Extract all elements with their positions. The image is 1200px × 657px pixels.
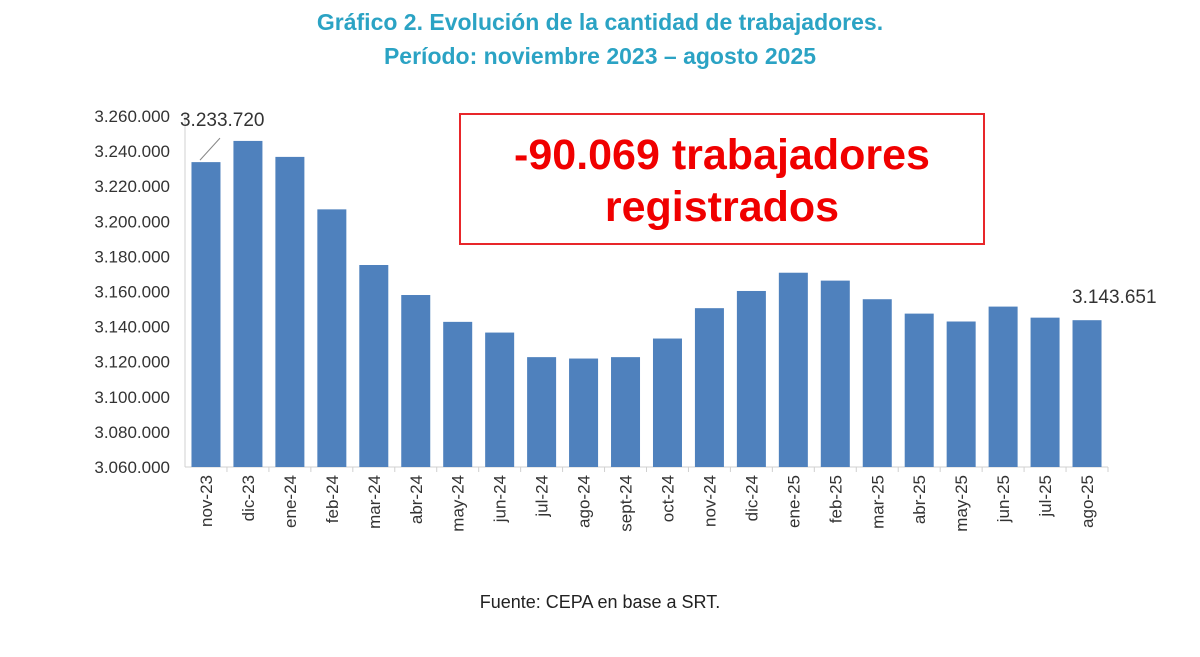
bar-jun-24 (485, 332, 515, 467)
bar-oct-24 (652, 338, 682, 467)
x-tick-label: feb-25 (826, 475, 845, 523)
x-tick-label: ago-25 (1078, 475, 1097, 528)
bar-ene-24 (275, 156, 305, 468)
bar-ago-25 (1072, 320, 1102, 467)
x-tick-label: oct-24 (658, 475, 677, 522)
x-tick-label: dic-23 (239, 475, 258, 521)
bar-nov-24 (694, 308, 724, 467)
y-tick-label: 3.180.000 (94, 247, 170, 266)
bar-dic-23 (233, 140, 263, 467)
bar-abr-25 (904, 313, 934, 467)
data-label: 3.143.651 (1072, 287, 1157, 308)
x-tick-label: jun-25 (994, 475, 1013, 523)
x-tick-label: dic-24 (742, 475, 761, 521)
source-note: Fuente: CEPA en base a SRT. (479, 592, 721, 612)
callout-line1: -90.069 trabajadores (514, 131, 930, 179)
y-tick-label: 3.100.000 (94, 388, 170, 407)
chart-title: Gráfico 2. Evolución de la cantidad de t… (316, 9, 884, 35)
x-tick-label: abr-24 (407, 475, 426, 524)
y-tick-label: 3.080.000 (94, 423, 170, 442)
bar-jul-24 (527, 357, 557, 467)
bar-abr-24 (401, 295, 431, 467)
data-label: 3.233.720 (180, 110, 265, 131)
bar-mar-24 (359, 264, 389, 467)
data-label-leader (199, 137, 221, 161)
callout-box: -90.069 trabajadores registrados (459, 113, 985, 245)
x-tick-label: nov-23 (197, 475, 216, 527)
bar-ago-24 (569, 358, 599, 467)
y-tick-label: 3.140.000 (94, 318, 170, 337)
chart-subtitle: Período: noviembre 2023 – agosto 2025 (383, 43, 817, 69)
x-tick-label: sept-24 (617, 475, 636, 532)
y-tick-label: 3.120.000 (94, 353, 170, 372)
x-tick-label: ene-24 (281, 475, 300, 528)
bar-nov-23 (191, 162, 221, 467)
bar-may-25 (946, 321, 976, 467)
y-tick-label: 3.200.000 (94, 212, 170, 231)
x-tick-label: feb-24 (323, 475, 342, 523)
x-tick-label: jul-25 (1036, 475, 1055, 518)
x-tick-label: may-25 (952, 475, 971, 532)
bar-mar-25 (862, 299, 892, 467)
bar-feb-24 (317, 209, 347, 467)
bar-dic-24 (736, 290, 766, 467)
bar-jul-25 (1030, 317, 1060, 467)
bar-feb-25 (820, 280, 850, 467)
x-tick-label: mar-24 (365, 475, 384, 529)
x-tick-label: abr-25 (910, 475, 929, 524)
callout-line2: registrados (604, 183, 840, 231)
x-tick-label: mar-25 (868, 475, 887, 529)
bar-jun-25 (988, 306, 1018, 467)
y-tick-label: 3.160.000 (94, 283, 170, 302)
x-tick-label: jun-24 (491, 475, 510, 523)
x-tick-label: may-24 (449, 475, 468, 532)
y-tick-label: 3.260.000 (94, 107, 170, 126)
x-tick-label: jul-24 (533, 475, 552, 518)
y-tick-label: 3.240.000 (94, 142, 170, 161)
bar-ene-25 (778, 272, 808, 467)
x-tick-label: ene-25 (784, 475, 803, 528)
y-tick-label: 3.060.000 (94, 458, 170, 477)
bar-sept-24 (611, 357, 641, 467)
x-tick-label: nov-24 (700, 475, 719, 527)
y-tick-label: 3.220.000 (94, 177, 170, 196)
bar-may-24 (443, 321, 473, 467)
x-tick-label: ago-24 (575, 475, 594, 528)
